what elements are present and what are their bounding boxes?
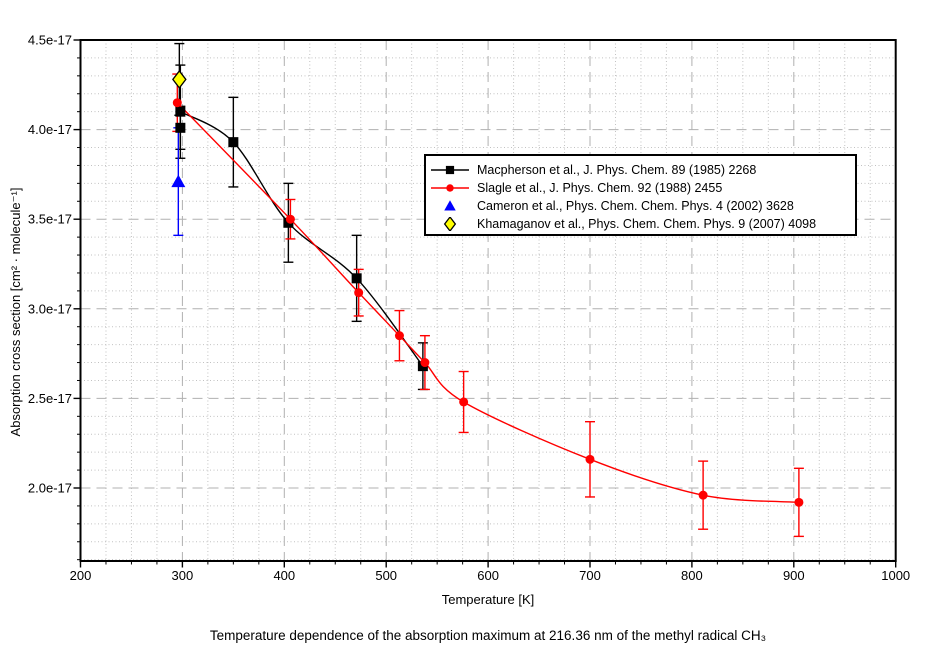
figure-caption: Temperature dependence of the absorption… — [209, 628, 767, 643]
x-tick-label: 900 — [783, 568, 805, 583]
x-tick-label: 800 — [681, 568, 703, 583]
y-tick-label: 4.0e-17 — [28, 122, 72, 137]
legend-label: Cameron et al., Phys. Chem. Chem. Phys. … — [477, 199, 794, 213]
x-tick-label: 300 — [172, 568, 194, 583]
marker-triangle — [444, 200, 456, 211]
y-axis-title: Absorption cross section [cm² · molecule… — [8, 187, 23, 437]
legend-marker-triangle-icon — [444, 200, 456, 211]
marker-circle — [794, 497, 804, 507]
legend-label: Khamaganov et al., Phys. Chem. Chem. Phy… — [477, 217, 817, 231]
x-tick-label: 700 — [579, 568, 601, 583]
marker-circle — [585, 454, 595, 464]
legend-item: Cameron et al., Phys. Chem. Chem. Phys. … — [430, 197, 855, 215]
marker-triangle — [171, 174, 186, 188]
x-tick-label: 1000 — [881, 568, 910, 583]
legend-item: Slagle et al., J. Phys. Chem. 92 (1988) … — [430, 179, 855, 197]
legend: Macpherson et al., J. Phys. Chem. 89 (19… — [424, 154, 857, 236]
x-axis-title: Temperature [K] — [441, 592, 535, 607]
marker-circle — [446, 184, 454, 192]
legend-label: Slagle et al., J. Phys. Chem. 92 (1988) … — [477, 181, 723, 195]
x-tick-label: 500 — [375, 568, 397, 583]
marker-square — [351, 273, 362, 284]
marker-circle — [459, 397, 469, 407]
y-tick-label: 3.5e-17 — [28, 212, 72, 227]
x-tick-label: 400 — [273, 568, 295, 583]
marker-circle — [172, 98, 182, 108]
x-tick-label: 600 — [477, 568, 499, 583]
marker-diamond — [443, 217, 457, 231]
y-tick-label: 4.5e-17 — [28, 33, 72, 48]
legend-marker-circle-icon — [431, 184, 469, 192]
legend-item: Khamaganov et al., Phys. Chem. Chem. Phy… — [430, 215, 855, 233]
legend-label: Macpherson et al., J. Phys. Chem. 89 (19… — [477, 163, 757, 177]
y-tick-label: 2.5e-17 — [28, 391, 72, 406]
marker-circle — [285, 214, 295, 224]
y-tick-label: 2.0e-17 — [28, 481, 72, 496]
marker-circle — [420, 358, 430, 368]
marker-square — [175, 122, 186, 133]
marker-diamond — [172, 69, 187, 89]
marker-square — [228, 137, 239, 148]
marker-circle — [394, 331, 404, 341]
marker-square — [445, 165, 455, 175]
marker-circle — [698, 490, 708, 500]
x-tick-label: 200 — [70, 568, 92, 583]
marker-square — [175, 106, 186, 117]
legend-marker-diamond-icon — [443, 217, 457, 231]
legend-item: Macpherson et al., J. Phys. Chem. 89 (19… — [430, 161, 855, 179]
marker-circle — [354, 288, 364, 298]
legend-marker-square-icon — [431, 165, 469, 175]
y-tick-label: 3.0e-17 — [28, 301, 72, 316]
